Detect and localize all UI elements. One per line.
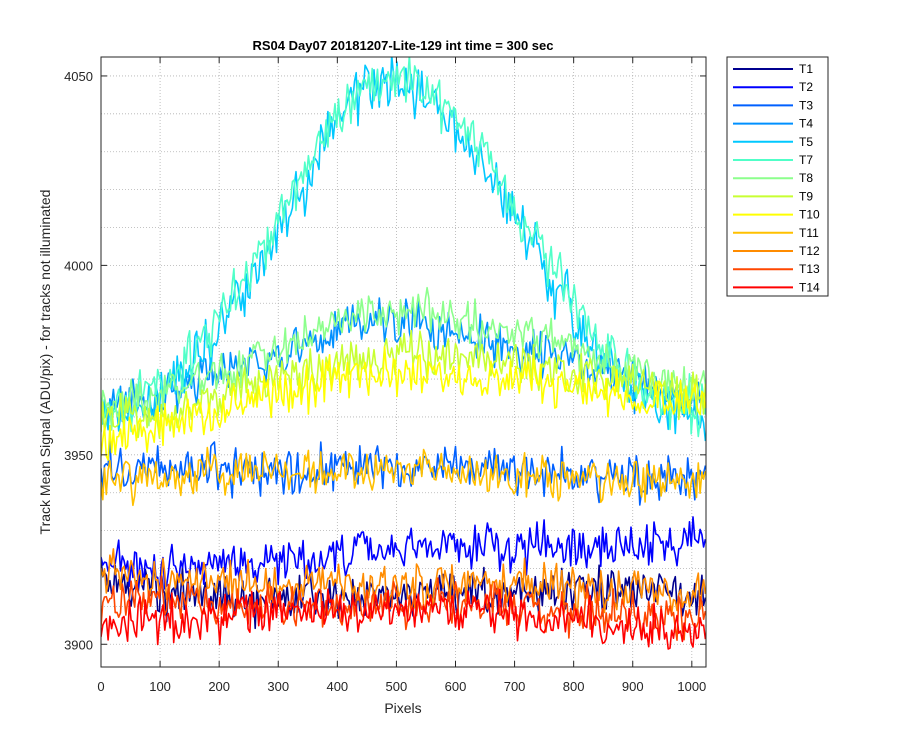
ticks-layer: 0 100 200 300 400 500 600 700 800 900 1000 3900 3950… [64,57,706,694]
series-line-t10 [101,346,706,461]
series-line-t5 [101,57,706,442]
x-tick-label: 400 [326,679,348,694]
legend: T1 T2 T3 T4 T5 T7 T8 T9 T10 T11 T12 T13 T14 [726,56,829,297]
x-tick-label: 100 [149,679,171,694]
x-tick-label: 600 [445,679,467,694]
x-tick-label: 700 [504,679,526,694]
x-tick-label: 800 [563,679,585,694]
legend-label-t10: T10 [799,208,820,222]
legend-label-t2: T2 [799,80,813,94]
legend-label-t12: T12 [799,244,820,258]
chart-title: RS04 Day07 20181207-Lite-129 int time = … [253,38,554,53]
legend-label-t8: T8 [799,171,813,185]
x-tick-label: 900 [622,679,644,694]
x-tick-label: 1000 [677,679,706,694]
legend-label-t14: T14 [799,280,820,294]
legend-label-t4: T4 [799,117,813,131]
x-axis-title: Pixels [384,700,421,716]
series-line-t11 [101,446,706,507]
legend-label-t13: T13 [799,262,820,276]
legend-label-t7: T7 [799,153,813,167]
x-tick-label: 500 [386,679,408,694]
plot-area-frame [100,56,707,668]
y-tick-label: 4050 [64,69,93,84]
legend-label-t1: T1 [799,62,813,76]
series-line-t2 [101,516,706,594]
legend-label-t3: T3 [799,98,813,112]
x-tick-label: 300 [267,679,289,694]
x-tick-label: 200 [208,679,230,694]
y-tick-label: 4000 [64,258,93,273]
legend-label-t9: T9 [799,189,813,203]
series-line-t14 [101,588,706,650]
x-tick-label: 0 [97,679,104,694]
y-axis-title: Track Mean Signal (ADU/pix) - for tracks… [37,190,53,535]
series-line-t1 [101,558,706,630]
legend-label-t5: T5 [799,135,813,149]
series-line-t8 [101,286,706,433]
series-line-t12 [101,548,706,615]
y-tick-label: 3900 [64,637,93,652]
legend-label-t11: T11 [799,226,819,240]
series-layer [101,57,706,650]
y-tick-label: 3950 [64,448,93,463]
legend-box [726,56,829,297]
series-line-t3 [101,437,706,506]
